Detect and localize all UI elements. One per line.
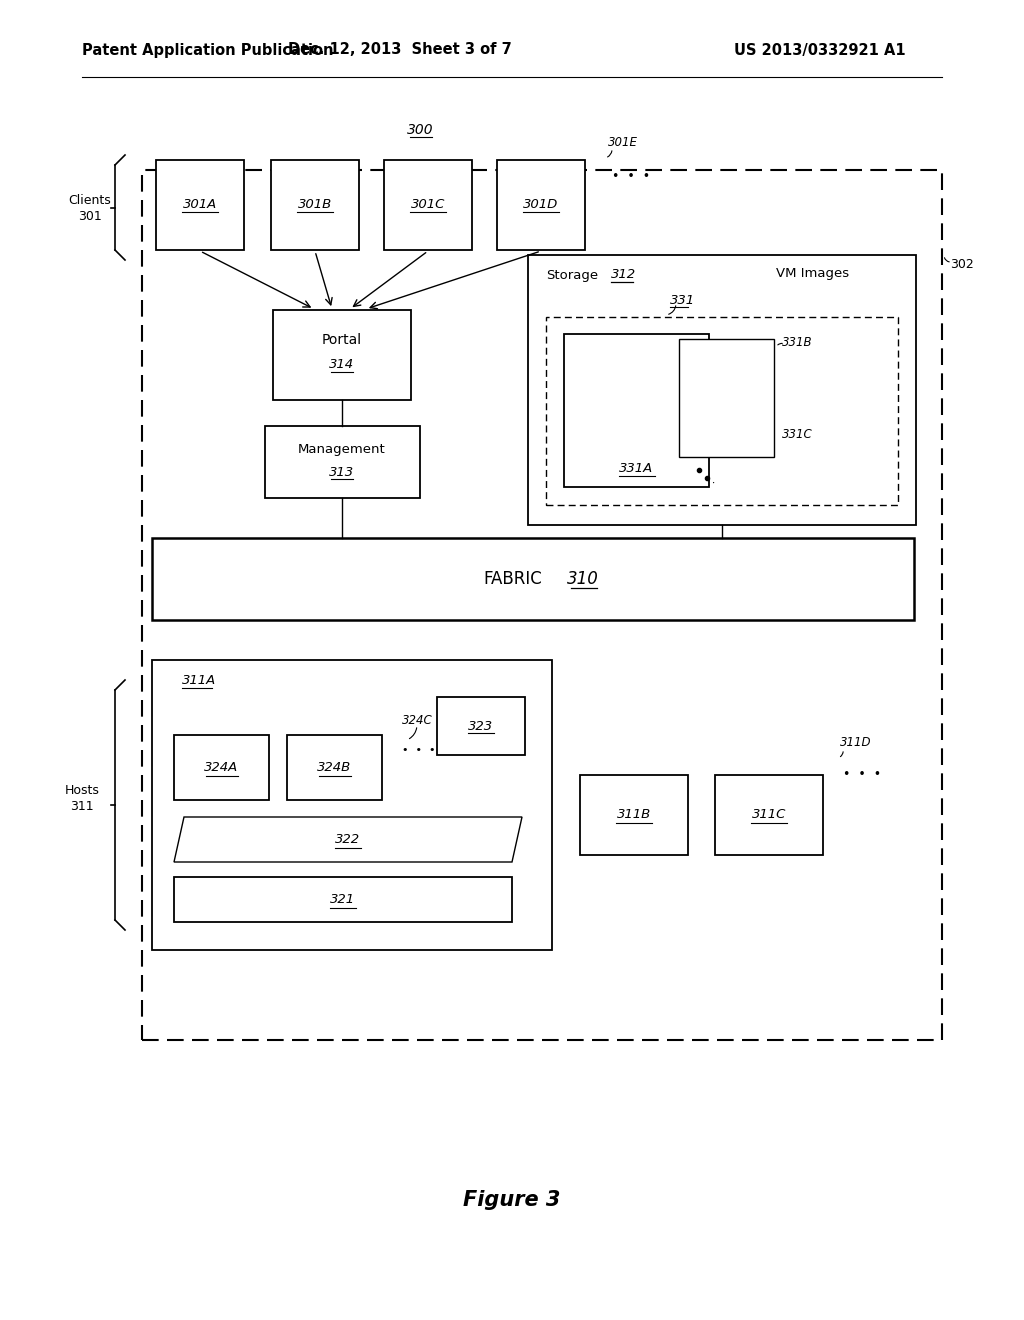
Text: 311C: 311C [752, 808, 786, 821]
Text: 301A: 301A [183, 198, 217, 211]
Text: 323: 323 [468, 719, 494, 733]
Bar [528, 255, 916, 525]
Bar [287, 735, 382, 800]
Text: 331: 331 [670, 293, 695, 306]
Text: 331B: 331B [782, 337, 812, 350]
Text: Clients: Clients [69, 194, 112, 206]
Text: 311: 311 [71, 800, 94, 813]
Text: 301B: 301B [298, 198, 332, 211]
Text: 313: 313 [330, 466, 354, 479]
Text: 311D: 311D [840, 735, 871, 748]
Bar [679, 339, 774, 457]
Bar [273, 310, 411, 400]
Bar [497, 160, 585, 249]
Text: Hosts: Hosts [65, 784, 99, 796]
Text: 310: 310 [567, 570, 599, 587]
Polygon shape [174, 817, 522, 862]
Text: 300: 300 [407, 123, 433, 137]
Text: Patent Application Publication: Patent Application Publication [82, 42, 334, 58]
Text: 311B: 311B [616, 808, 651, 821]
Text: •  •  •: • • • [402, 744, 435, 755]
Text: 324B: 324B [317, 762, 351, 774]
Bar [152, 660, 552, 950]
Bar [564, 334, 709, 487]
Text: •  •  •: • • • [843, 767, 881, 780]
Text: Figure 3: Figure 3 [463, 1191, 561, 1210]
Text: 324A: 324A [205, 762, 239, 774]
Bar [142, 170, 942, 1040]
Bar [437, 697, 525, 755]
Text: 301C: 301C [411, 198, 445, 211]
Text: 301D: 301D [523, 198, 559, 211]
Text: Storage: Storage [546, 268, 598, 281]
Text: Dec. 12, 2013  Sheet 3 of 7: Dec. 12, 2013 Sheet 3 of 7 [288, 42, 512, 58]
Text: 311A: 311A [182, 673, 216, 686]
Text: FABRIC: FABRIC [483, 570, 543, 587]
Text: 324C: 324C [401, 714, 432, 726]
Text: 331A: 331A [620, 462, 653, 475]
Bar [174, 735, 269, 800]
Text: 312: 312 [611, 268, 636, 281]
Bar [546, 317, 898, 506]
Text: Portal: Portal [322, 333, 362, 347]
Bar [271, 160, 359, 249]
Bar [264, 426, 420, 498]
Text: 301E: 301E [608, 136, 638, 149]
Bar [152, 539, 914, 620]
Bar [580, 775, 688, 855]
Bar [174, 876, 512, 921]
Text: 321: 321 [331, 894, 355, 906]
Text: 331C: 331C [782, 429, 813, 441]
Bar [384, 160, 472, 249]
Bar [715, 775, 823, 855]
Text: VM Images: VM Images [776, 267, 849, 280]
Bar [156, 160, 244, 249]
Text: US 2013/0332921 A1: US 2013/0332921 A1 [734, 42, 906, 58]
Text: 314: 314 [330, 359, 354, 371]
Text: •  •  •: • • • [612, 170, 650, 183]
Text: Management: Management [298, 444, 386, 457]
Text: 322: 322 [336, 833, 360, 846]
Text: 302: 302 [950, 259, 974, 272]
Text: 301: 301 [78, 210, 101, 223]
